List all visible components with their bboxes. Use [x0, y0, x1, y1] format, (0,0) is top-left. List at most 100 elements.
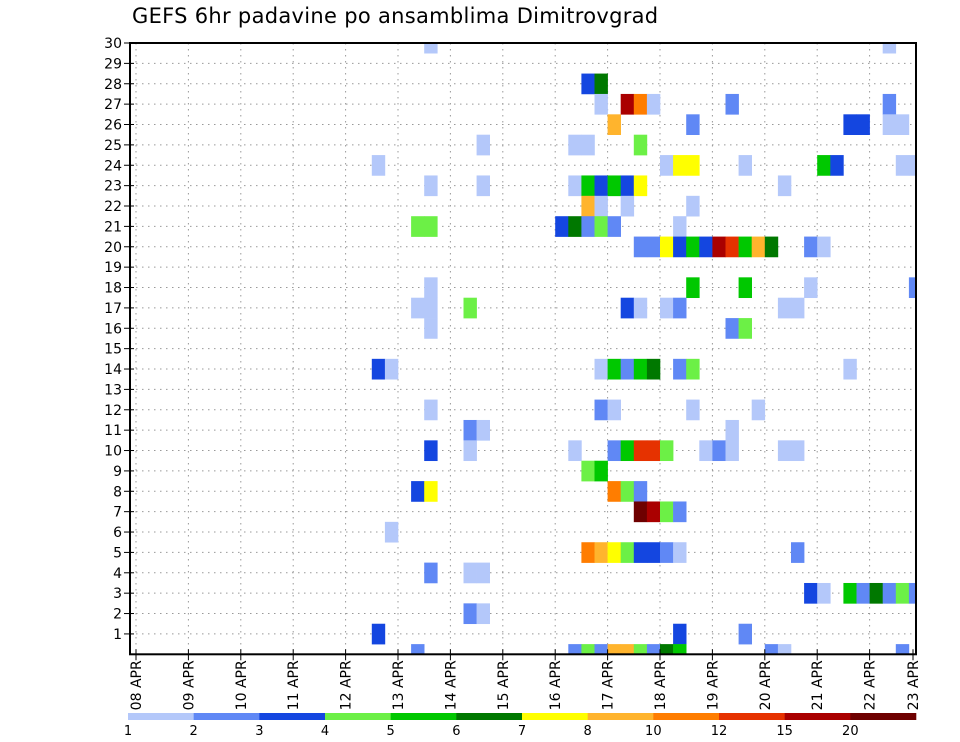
- heatmap-cell: [384, 521, 399, 543]
- y-tick-label: 20: [104, 240, 122, 256]
- heatmap-cell: [411, 216, 425, 237]
- y-tick-label: 29: [104, 56, 122, 72]
- heatmap-cell: [568, 216, 582, 237]
- heatmap-cell: [725, 419, 739, 441]
- heatmap-cell: [424, 297, 438, 319]
- y-tick-label: 21: [104, 219, 122, 235]
- heatmap-cell: [607, 114, 621, 135]
- heatmap-cell: [699, 236, 713, 258]
- heatmap-cell: [620, 297, 635, 319]
- y-tick-label: 23: [104, 179, 122, 195]
- x-axis: 08 APR 09 APR 10 APR 11 APR 12 APR 13 APR 14 A…: [129, 649, 922, 710]
- heatmap-cell: [817, 582, 831, 604]
- heatmap-cell: [673, 501, 687, 523]
- y-tick-label: 26: [104, 118, 122, 134]
- y-tick-label: 18: [104, 281, 122, 297]
- x-tick-label: 14 APR: [443, 660, 459, 710]
- heatmap-cell: [581, 195, 595, 217]
- heatmap-cell: [476, 562, 490, 584]
- heatmap-cell: [673, 623, 687, 645]
- heatmap-cell: [568, 134, 582, 156]
- heatmap-cell: [673, 542, 687, 563]
- heatmap-cell: [764, 236, 779, 258]
- heatmap-cell: [908, 155, 916, 176]
- heatmap-cell: [476, 134, 490, 156]
- heatmap-cell: [633, 358, 648, 380]
- heatmap-cell: [738, 318, 752, 339]
- heatmap-cell: [712, 236, 726, 258]
- heatmap-cell: [581, 134, 595, 156]
- x-tick-label: 12 APR: [339, 660, 355, 710]
- y-tick-label: 24: [104, 158, 122, 174]
- heatmap-cell: [581, 216, 595, 237]
- heatmap-cell: [463, 603, 477, 625]
- heatmap-cell: [856, 582, 870, 604]
- heatmap-cell: [895, 155, 910, 176]
- y-tick-label: 6: [113, 525, 122, 541]
- heatmap-cell: [777, 440, 792, 462]
- heatmap-cell: [686, 277, 700, 299]
- x-tick-label: 10 APR: [234, 660, 250, 710]
- heatmap-cell: [594, 358, 608, 380]
- y-tick-label: 2: [113, 607, 122, 623]
- colorbar-swatch: [456, 713, 523, 720]
- heatmap-cells: [371, 43, 916, 655]
- heatmap-cell: [411, 297, 425, 319]
- heatmap-cell: [594, 93, 608, 115]
- heatmap-cell: [673, 236, 687, 258]
- heatmap-cell: [607, 440, 621, 462]
- heatmap-cell: [882, 114, 897, 135]
- x-tick-label: 23 APR: [906, 660, 922, 710]
- heatmap-cell: [646, 93, 661, 115]
- heatmap-cell: [725, 93, 739, 115]
- heatmap-cell: [686, 114, 700, 135]
- colorbar: 1 2 3 4 5 6 7 8 10 12 15 20: [124, 713, 917, 739]
- y-tick-label: 10: [104, 444, 122, 460]
- heatmap-cell: [751, 236, 766, 258]
- heatmap-cell: [660, 644, 674, 655]
- heatmap-cell: [908, 277, 916, 299]
- colorbar-label: 1: [124, 724, 132, 739]
- y-tick-label: 16: [104, 321, 122, 337]
- y-tick-label: 17: [104, 301, 122, 317]
- heatmap-cell: [725, 236, 739, 258]
- colorbar-label: 20: [842, 724, 859, 739]
- heatmap-cell: [712, 440, 726, 462]
- colorbar-label: 3: [255, 724, 263, 739]
- x-tick-label: 20 APR: [758, 660, 774, 710]
- heatmap-cell: [843, 358, 857, 380]
- heatmap-cell: [646, 542, 661, 563]
- heatmap-cell: [633, 481, 648, 502]
- heatmap-cell: [686, 399, 700, 421]
- y-tick-label: 25: [104, 138, 122, 154]
- colorbar-swatch: [390, 713, 457, 720]
- colorbar-swatch: [653, 713, 720, 720]
- heatmap-cell: [804, 236, 818, 258]
- heatmap-cell: [660, 542, 674, 563]
- y-tick-label: 15: [104, 342, 122, 358]
- heatmap-cell: [646, 644, 661, 655]
- colorbar-swatch: [522, 713, 588, 720]
- heatmap-cell: [424, 216, 438, 237]
- heatmap-cell: [620, 358, 635, 380]
- heatmap-cell: [882, 582, 897, 604]
- heatmap-cell: [817, 236, 831, 258]
- colorbar-label: 5: [387, 724, 395, 739]
- heatmap-cell: [607, 358, 621, 380]
- x-tick-label: 21 APR: [810, 660, 826, 710]
- heatmap-cell: [633, 93, 648, 115]
- heatmap-cell: [686, 155, 700, 176]
- heatmap-cell: [738, 155, 752, 176]
- colorbar-label: 8: [584, 724, 592, 739]
- heatmap-cell: [463, 419, 477, 441]
- heatmap-cell: [633, 134, 648, 156]
- x-tick-label: 22 APR: [863, 660, 879, 710]
- heatmap-cell: [725, 440, 739, 462]
- heatmap-cell: [424, 175, 438, 197]
- x-tick-label: 15 APR: [496, 660, 512, 710]
- heatmap-cell: [424, 43, 438, 54]
- heatmap-cell: [581, 542, 595, 563]
- heatmap-cell: [699, 440, 713, 462]
- y-tick-label: 12: [104, 403, 122, 419]
